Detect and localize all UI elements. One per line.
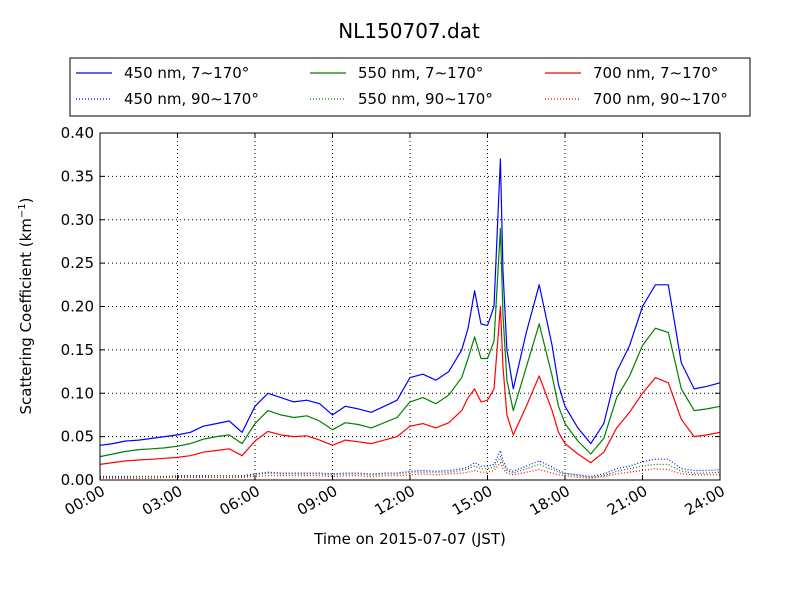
y-tick-label: 0.15 (61, 341, 94, 359)
x-tick-label: 03:00 (139, 482, 185, 519)
y-tick-label: 0.40 (61, 124, 94, 142)
legend-label: 450 nm, 90∼170° (124, 90, 259, 108)
y-axis-label: Scattering Coefficient (km−1) (17, 197, 35, 414)
x-tick-label: 24:00 (682, 482, 728, 519)
x-tick-label: 18:00 (527, 482, 573, 519)
series-line-2 (99, 227, 721, 458)
series-line-1 (99, 158, 721, 446)
legend-box (69, 57, 751, 117)
legend-label: 700 nm, 90∼170° (593, 90, 728, 108)
y-axis-label-main: Scattering Coefficient (km (17, 218, 35, 414)
legend-label: 550 nm, 90∼170° (358, 90, 493, 108)
grid-lines (100, 133, 720, 480)
y-tick-label: 0.10 (61, 384, 94, 402)
series-line-5 (100, 456, 721, 478)
x-axis-label: Time on 2015-07-07 (JST) (313, 530, 506, 548)
chart-legend: 450 nm, 7∼170° 450 nm, 90∼170° 550 nm, 7∼1… (69, 57, 751, 117)
series-lines (99, 158, 721, 479)
x-tick-label: 06:00 (217, 482, 263, 519)
x-tick-label: 21:00 (604, 482, 650, 519)
series-line-3 (99, 305, 721, 465)
y-axis-label-close: ) (17, 197, 35, 203)
y-axis-label-superscript: −1 (17, 203, 28, 218)
y-tick-label: 0.05 (61, 428, 94, 446)
legend-label: 450 nm, 7∼170° (124, 64, 249, 82)
y-tick-label: 0.25 (61, 254, 94, 272)
x-tick-label: 15:00 (449, 482, 495, 519)
axis-ticks: 00:00 03:00 06:00 09:00 12:00 15:00 18:00 21:00… (61, 124, 728, 519)
y-tick-label: 0.35 (61, 167, 94, 185)
chart-title: NL150707.dat (338, 19, 480, 43)
x-tick-label: 09:00 (294, 482, 340, 519)
legend-label: 700 nm, 7∼170° (593, 64, 718, 82)
series-line-6 (100, 462, 720, 479)
y-tick-label: 0.30 (61, 211, 94, 229)
y-tick-label: 0.20 (61, 298, 94, 316)
series-line-4 (100, 449, 721, 478)
x-tick-label: 12:00 (372, 482, 418, 519)
legend-label: 550 nm, 7∼170° (358, 64, 483, 82)
y-tick-label: 0.00 (61, 471, 94, 489)
